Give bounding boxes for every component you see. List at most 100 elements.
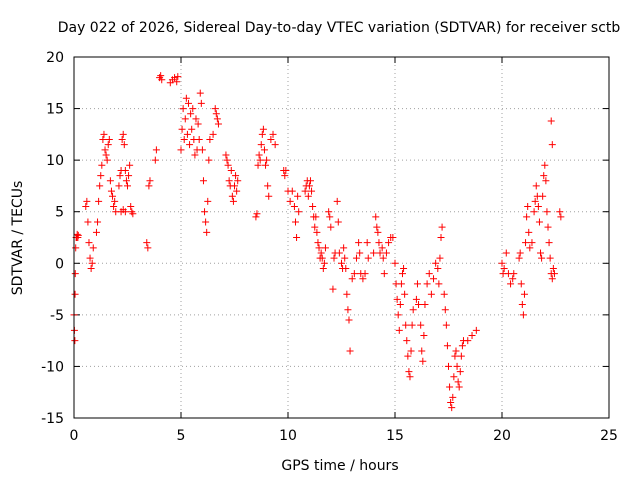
data-point bbox=[121, 166, 129, 174]
data-point bbox=[500, 264, 508, 272]
data-point bbox=[212, 110, 220, 118]
data-point bbox=[441, 306, 449, 314]
data-point bbox=[375, 239, 383, 247]
data-point bbox=[294, 192, 302, 200]
data-point bbox=[507, 280, 515, 288]
data-point bbox=[231, 182, 238, 190]
data-point bbox=[385, 239, 393, 247]
x-tick-label: 20 bbox=[493, 428, 511, 444]
data-point bbox=[516, 249, 524, 257]
y-tick-label: -5 bbox=[50, 308, 64, 324]
data-point bbox=[519, 311, 527, 319]
data-point bbox=[546, 254, 554, 262]
data-point bbox=[85, 239, 93, 247]
data-point bbox=[341, 254, 349, 262]
data-point bbox=[418, 347, 426, 355]
data-point bbox=[97, 172, 105, 180]
data-point bbox=[204, 197, 212, 205]
data-point bbox=[187, 110, 195, 118]
data-point bbox=[194, 120, 202, 128]
data-point bbox=[373, 223, 381, 231]
data-point bbox=[318, 254, 326, 262]
data-point bbox=[510, 270, 518, 278]
data-point bbox=[205, 156, 213, 164]
data-point bbox=[333, 197, 341, 205]
data-point bbox=[127, 203, 135, 211]
data-point bbox=[456, 368, 464, 376]
data-point bbox=[398, 270, 406, 278]
data-point bbox=[343, 290, 351, 298]
data-point bbox=[257, 141, 265, 149]
data-point bbox=[397, 280, 405, 288]
data-point bbox=[188, 125, 196, 133]
data-point bbox=[102, 151, 110, 159]
data-point bbox=[124, 182, 131, 190]
data-point bbox=[515, 254, 523, 262]
data-point bbox=[184, 99, 192, 107]
data-point bbox=[120, 141, 128, 149]
data-point bbox=[157, 72, 165, 80]
data-point bbox=[267, 136, 275, 144]
data-point bbox=[345, 316, 353, 324]
x-tick-label: 0 bbox=[70, 428, 79, 444]
data-point bbox=[518, 301, 526, 309]
data-point bbox=[409, 306, 417, 314]
data-point bbox=[344, 306, 352, 314]
data-point bbox=[423, 280, 431, 288]
data-point bbox=[361, 270, 369, 278]
data-point bbox=[129, 210, 137, 218]
data-point bbox=[151, 156, 159, 164]
data-point bbox=[325, 208, 333, 216]
data-point bbox=[534, 203, 542, 211]
data-point bbox=[317, 249, 325, 257]
y-tick-label: -10 bbox=[41, 359, 64, 375]
data-point bbox=[452, 347, 460, 355]
data-point bbox=[86, 254, 94, 262]
data-point bbox=[74, 231, 82, 239]
data-point bbox=[72, 244, 80, 252]
data-point bbox=[286, 197, 294, 205]
data-point bbox=[363, 239, 371, 247]
data-point bbox=[326, 213, 334, 221]
data-point bbox=[83, 197, 91, 205]
data-point bbox=[304, 192, 312, 200]
data-point bbox=[547, 117, 555, 125]
data-point bbox=[229, 197, 237, 205]
data-point bbox=[522, 239, 530, 247]
data-point bbox=[222, 151, 230, 159]
data-point bbox=[224, 161, 232, 169]
data-point bbox=[309, 203, 317, 211]
data-point bbox=[84, 218, 92, 226]
data-point bbox=[96, 182, 104, 190]
y-tick-label: 20 bbox=[46, 50, 64, 66]
chart-title: Day 022 of 2026, Sidereal Day-to-day VTE… bbox=[58, 20, 621, 36]
data-point bbox=[201, 208, 209, 216]
data-point bbox=[449, 393, 457, 401]
data-point bbox=[404, 352, 412, 360]
data-point bbox=[346, 347, 354, 355]
data-point bbox=[427, 290, 435, 298]
data-point bbox=[451, 352, 459, 360]
data-point bbox=[403, 337, 411, 345]
data-point bbox=[181, 115, 189, 123]
x-axis-label: GPS time / hours bbox=[281, 458, 398, 474]
data-point bbox=[549, 264, 557, 272]
data-point bbox=[256, 156, 264, 164]
data-point bbox=[186, 141, 194, 149]
y-tick-label: 0 bbox=[55, 256, 64, 272]
data-point bbox=[183, 130, 191, 138]
data-point bbox=[509, 275, 517, 283]
data-point bbox=[189, 105, 197, 113]
y-tick-label: 10 bbox=[46, 153, 64, 169]
data-point bbox=[396, 301, 404, 309]
data-point bbox=[258, 130, 266, 138]
data-point bbox=[291, 218, 299, 226]
data-point bbox=[321, 244, 329, 252]
data-point bbox=[121, 208, 129, 216]
data-point bbox=[195, 136, 203, 144]
data-point bbox=[538, 254, 546, 262]
data-point bbox=[101, 146, 109, 154]
data-point bbox=[152, 146, 160, 154]
data-point bbox=[71, 337, 79, 345]
